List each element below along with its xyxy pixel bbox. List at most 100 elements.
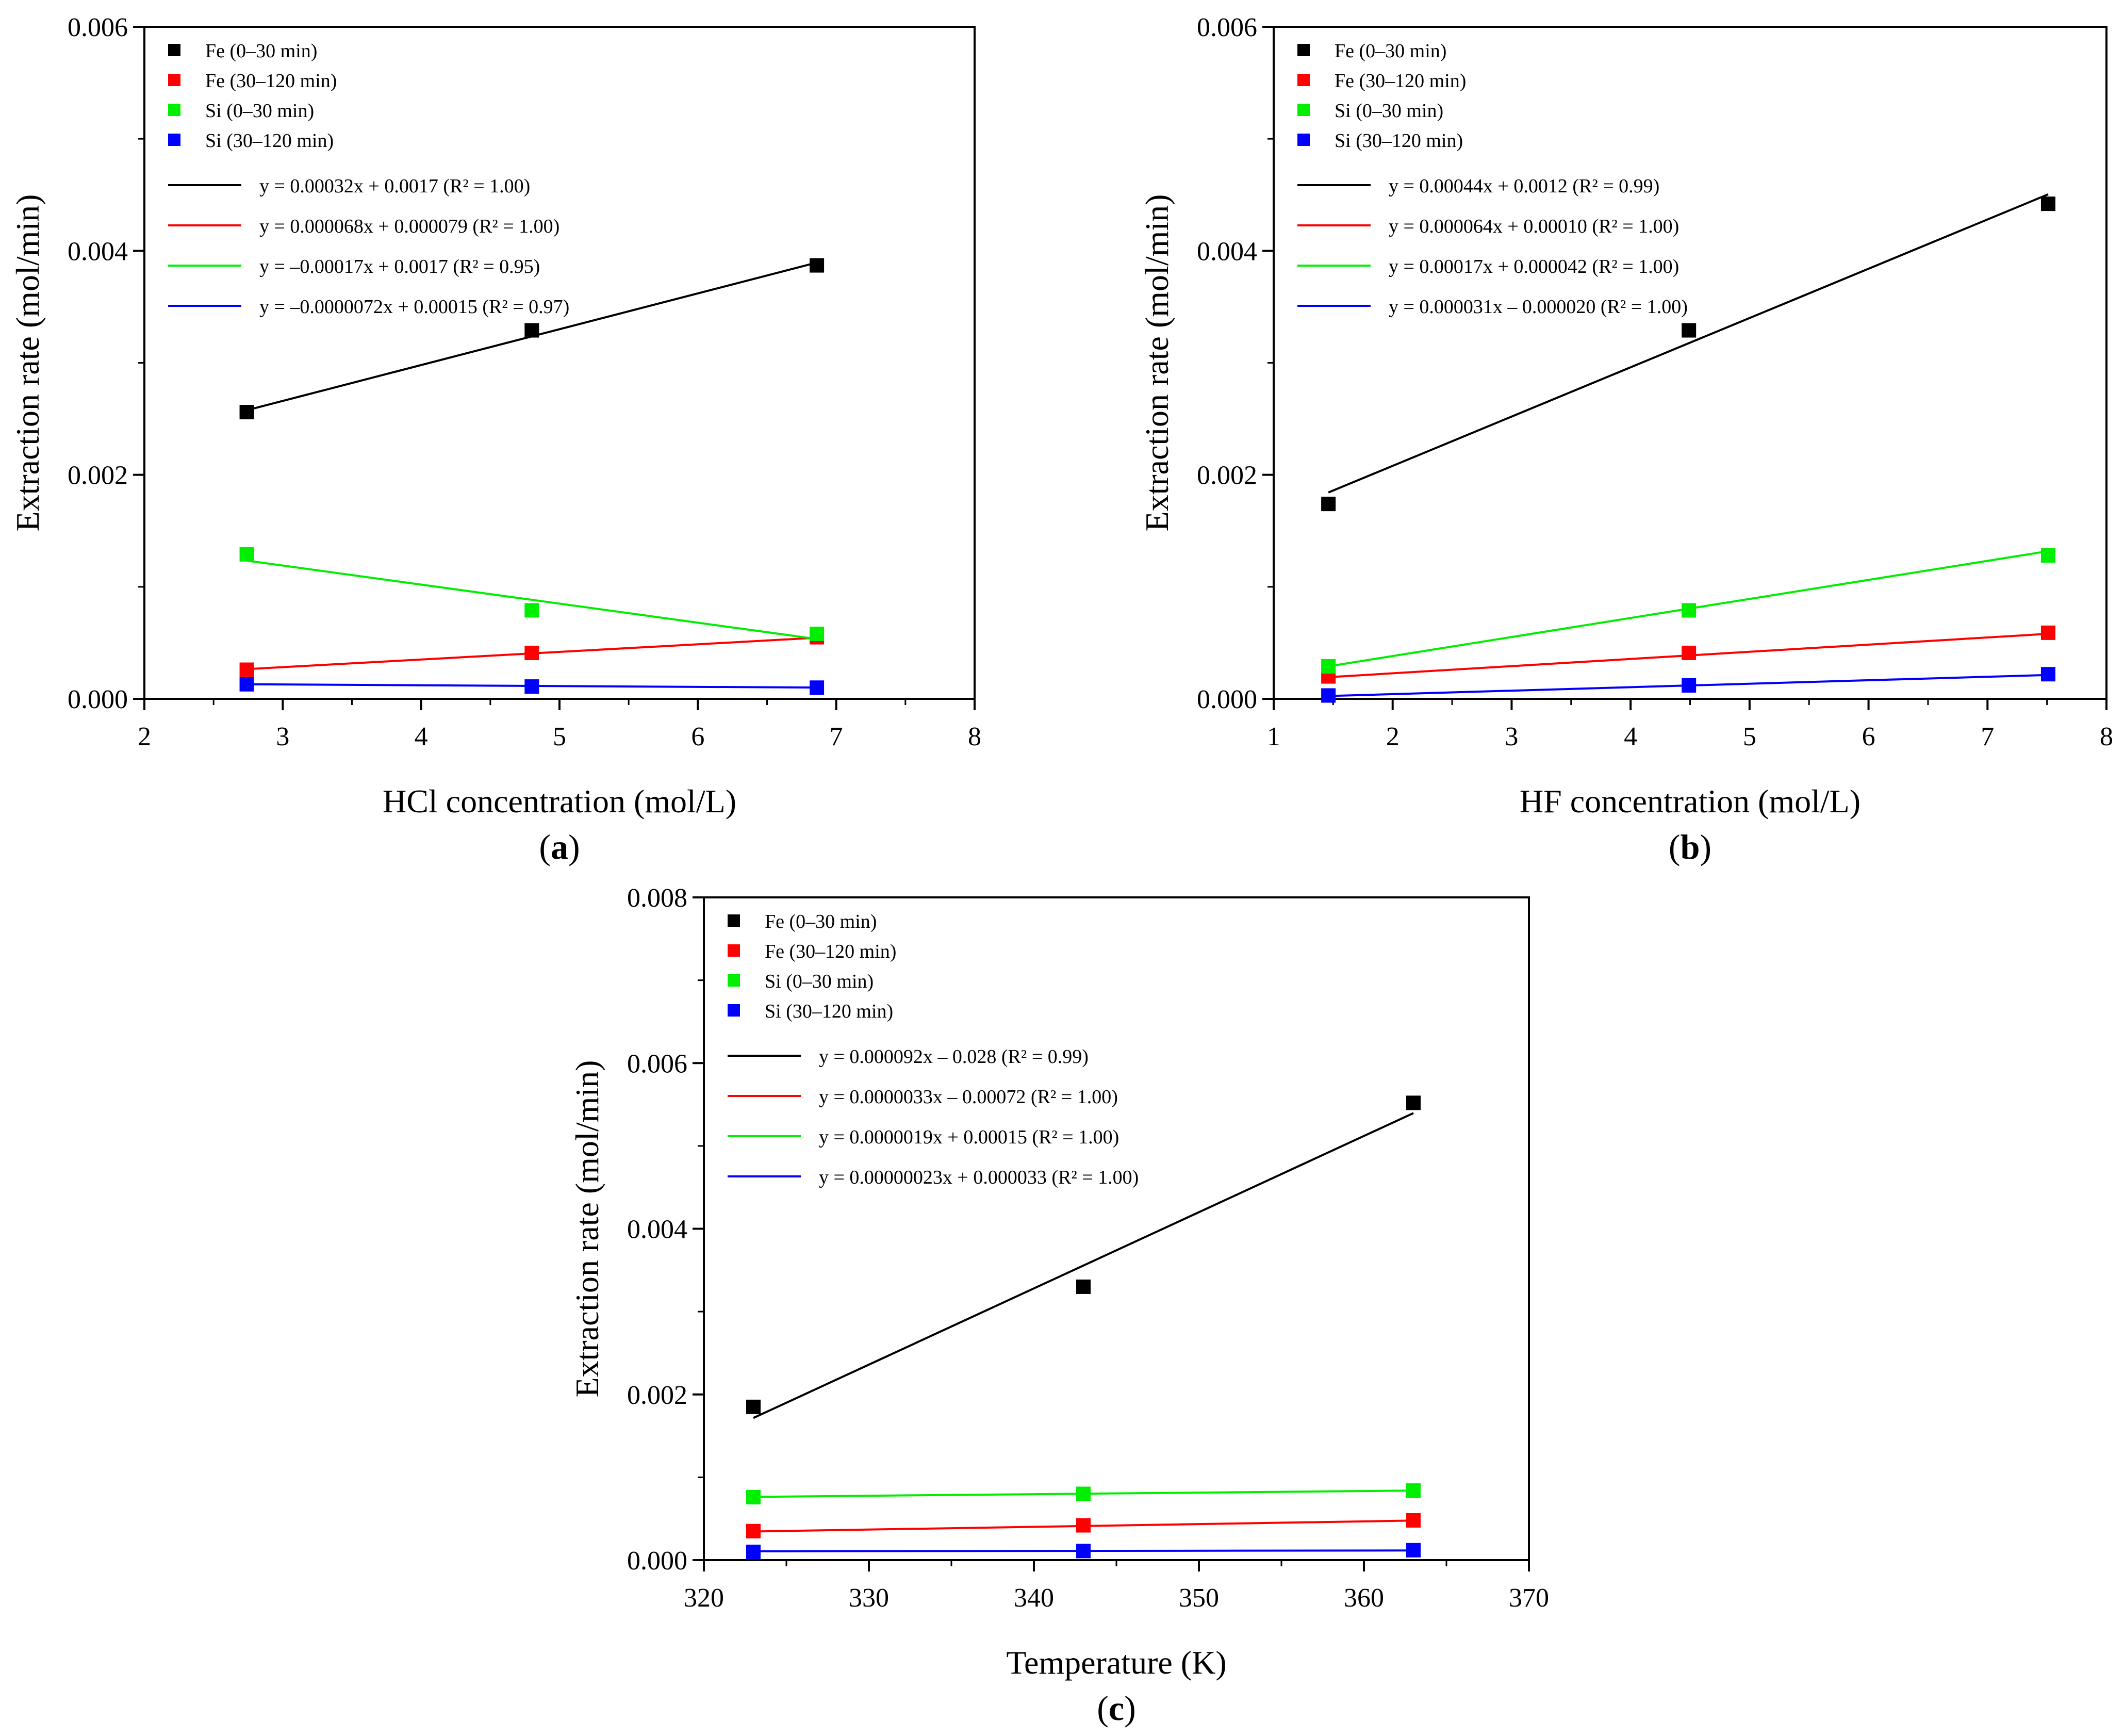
panel-label-close: ): [568, 827, 580, 866]
legend-marker-series-3: [1297, 134, 1310, 146]
legend-fit-label-2: y = –0.00017x + 0.0017 (R² = 0.95): [259, 256, 540, 277]
legend-marker-series-2: [1297, 104, 1310, 116]
legend-marker-series-1: [728, 944, 740, 957]
x-tick-label: 3: [1505, 722, 1518, 751]
legend-fit-label-0: y = 0.00032x + 0.0017 (R² = 1.00): [259, 175, 530, 197]
data-point-series-0: [1406, 1095, 1421, 1110]
plot-frame: [1273, 26, 2107, 700]
legend-label-series-2: Si (0–30 min): [765, 971, 874, 992]
y-axis-title: Extraction rate (mol/min): [9, 194, 46, 532]
chart-panel-b: 1 2 3 4 5 6 7 8 0.000 0.002 0.004 0.006 HF concentra…: [1139, 13, 2113, 866]
data-point-series-2: [239, 547, 254, 562]
x-tick-label: 2: [1386, 722, 1399, 751]
y-tick-label: 0.008: [627, 883, 687, 913]
data-point-series-0: [239, 405, 254, 420]
y-tick-label: 0.006: [1197, 13, 1257, 42]
panel-label: (c): [1097, 1689, 1136, 1728]
y-tick-label: 0.006: [68, 13, 128, 42]
panel-label: (a): [539, 827, 580, 866]
data-point-series-3: [2040, 667, 2055, 682]
legend-marker-series-0: [728, 914, 740, 927]
data-point-series-3: [746, 1544, 761, 1559]
data-point-series-0: [1321, 497, 1336, 512]
legend-label-series-1: Fe (30–120 min): [1335, 70, 1466, 92]
x-tick-label: 8: [2100, 722, 2113, 751]
data-point-series-1: [746, 1524, 761, 1538]
data-point-series-1: [1406, 1513, 1421, 1528]
x-tick-label: 340: [1014, 1583, 1054, 1613]
x-tick-label: 5: [553, 722, 566, 751]
legend-marker-series-0: [1297, 44, 1310, 56]
data-point-series-3: [524, 679, 539, 694]
data-point-series-2: [1682, 603, 1697, 618]
data-point-series-2: [746, 1489, 761, 1504]
data-point-series-3: [1076, 1544, 1091, 1559]
data-point-series-1: [1076, 1518, 1091, 1533]
y-tick-label: 0.004: [68, 237, 128, 266]
x-tick-label: 320: [684, 1583, 724, 1613]
legend-marker-series-3: [168, 134, 180, 146]
legend-label-series-1: Fe (30–120 min): [205, 70, 337, 92]
panel-label-close: ): [1700, 827, 1711, 866]
legend-marker-series-3: [728, 1004, 740, 1017]
y-tick-label: 0.000: [1197, 685, 1257, 714]
data-point-series-1: [1682, 645, 1697, 660]
fit-line-0: [753, 1112, 1414, 1419]
data-point-series-0: [524, 323, 539, 338]
x-tick-label: 330: [849, 1583, 889, 1613]
data-point-series-2: [810, 627, 825, 642]
x-tick-label: 6: [691, 722, 704, 751]
y-tick-label: 0.000: [627, 1546, 687, 1576]
legend-marker-series-0: [168, 44, 180, 56]
data-point-series-1: [2040, 625, 2055, 640]
panel-label-close: ): [1124, 1689, 1136, 1728]
legend-fit-label-2: y = 0.00017x + 0.000042 (R² = 1.00): [1389, 256, 1679, 277]
legend-label-series-0: Fe (0–30 min): [765, 911, 877, 932]
x-tick-label: 350: [1179, 1583, 1219, 1613]
plot-frame: [143, 26, 976, 700]
y-tick-label: 0.000: [68, 685, 128, 714]
y-axis-title: Extraction rate (mol/min): [1139, 194, 1175, 532]
chart-panel-c: 320 330 340 350 360 370 0.000 0.002 0.004 0.006 0.…: [569, 883, 1549, 1728]
data-point-series-3: [810, 680, 825, 695]
panel-label-open: (: [1097, 1689, 1109, 1728]
y-tick-label: 0.004: [627, 1215, 687, 1244]
y-axis-title: Extraction rate (mol/min): [569, 1060, 605, 1398]
x-tick-label: 4: [415, 722, 428, 751]
panel-label-letter: c: [1109, 1689, 1124, 1728]
legend-fit-label-3: y = 0.00000023x + 0.000033 (R² = 1.00): [819, 1167, 1139, 1188]
data-point-series-2: [524, 603, 539, 618]
legend-label-series-1: Fe (30–120 min): [765, 941, 896, 962]
data-point-series-0: [1076, 1279, 1091, 1294]
legend-marker-series-1: [168, 74, 180, 86]
data-point-series-2: [2040, 548, 2055, 563]
legend-label-series-2: Si (0–30 min): [205, 100, 314, 122]
panel-label-letter: b: [1681, 827, 1700, 866]
data-point-series-0: [810, 258, 825, 273]
data-point-series-3: [1321, 688, 1336, 703]
legend-fit-label-1: y = 0.000068x + 0.000079 (R² = 1.00): [259, 216, 559, 237]
y-tick-label: 0.002: [627, 1381, 687, 1410]
x-axis-title: Temperature (K): [1006, 1644, 1226, 1681]
x-tick-label: 7: [1981, 722, 1994, 751]
data-point-series-3: [239, 677, 254, 692]
panel-label-open: (: [539, 827, 551, 866]
legend-fit-label-3: y = 0.000031x – 0.000020 (R² = 1.00): [1389, 296, 1688, 318]
legend-fit-label-0: y = 0.00044x + 0.0012 (R² = 0.99): [1389, 175, 1659, 197]
panel-label-open: (: [1669, 827, 1681, 866]
legend-label-series-2: Si (0–30 min): [1335, 100, 1443, 122]
legend-label-series-3: Si (30–120 min): [205, 130, 334, 152]
chart-panel-a: 2 3 4 5 6 7 8 0.000 0.002 0.004 0.006 HCl concentra…: [9, 13, 981, 866]
data-point-series-3: [1406, 1543, 1421, 1558]
x-tick-label: 4: [1624, 722, 1637, 751]
legend-label-series-3: Si (30–120 min): [1335, 130, 1463, 152]
data-point-series-0: [746, 1399, 761, 1414]
data-point-series-2: [1076, 1486, 1091, 1501]
data-point-series-2: [1406, 1483, 1421, 1498]
data-point-series-2: [1321, 659, 1336, 674]
x-tick-label: 8: [968, 722, 981, 751]
x-tick-label: 1: [1267, 722, 1280, 751]
y-tick-label: 0.004: [1197, 237, 1257, 266]
legend-marker-series-1: [1297, 74, 1310, 86]
x-tick-label: 6: [1862, 722, 1875, 751]
